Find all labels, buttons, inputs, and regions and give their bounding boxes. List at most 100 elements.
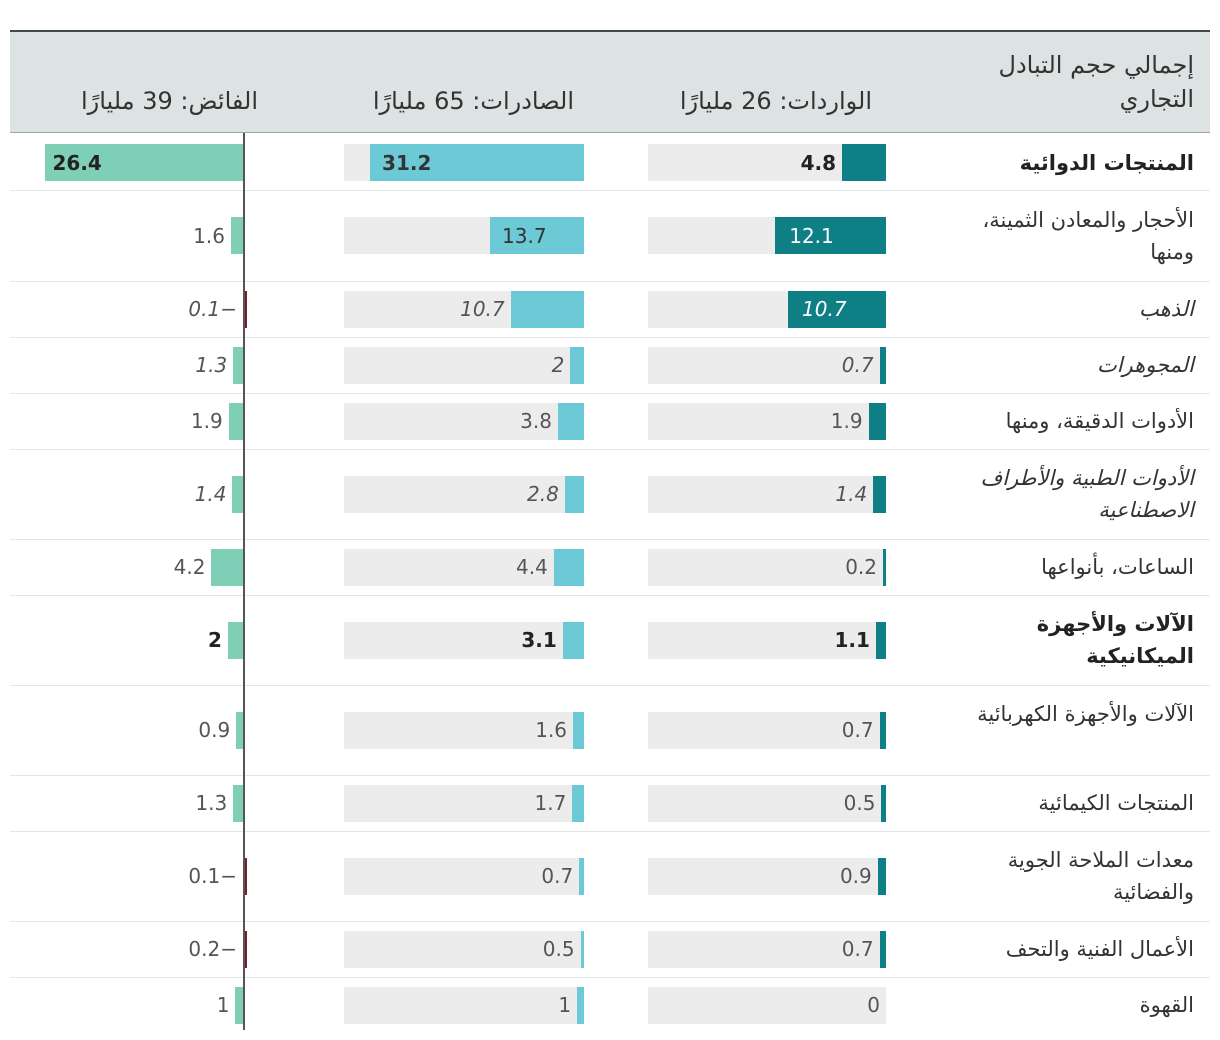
imports-track <box>648 548 886 586</box>
exports-bar <box>579 857 584 895</box>
exports-bar <box>570 346 584 384</box>
category-label: الأحجار والمعادن الثمينة، ومنها <box>982 207 1194 264</box>
imports-bar <box>879 711 886 749</box>
row-separator <box>10 775 1210 776</box>
exports-value: 0.5 <box>542 937 575 961</box>
surplus-value: 1.3 <box>195 791 228 815</box>
exports-track <box>344 475 584 513</box>
surplus-zero-axis <box>243 133 245 1030</box>
surplus-bar <box>235 986 243 1024</box>
exports-bar <box>557 402 584 440</box>
category-label: الأدوات الدقيقة، ومنها <box>1005 409 1194 433</box>
category-label: المنتجات الكيمائية <box>1038 791 1194 815</box>
category-label: المنتجات الدوائية <box>1019 150 1194 175</box>
surplus-bar <box>236 711 243 749</box>
exports-bar <box>490 217 584 254</box>
surplus-value: 1 <box>216 993 230 1017</box>
surplus-value: 0.9 <box>198 718 231 742</box>
surplus-bar <box>245 930 247 968</box>
exports-bar <box>562 621 584 659</box>
row-separator <box>10 539 1210 540</box>
exports-track <box>344 711 584 749</box>
row-separator <box>10 393 1210 394</box>
top-rule <box>10 30 1210 32</box>
exports-track <box>344 402 584 440</box>
imports-bar <box>879 930 886 968</box>
imports-value: 1.9 <box>830 409 863 433</box>
header-band <box>10 32 1210 132</box>
surplus-bar <box>245 290 247 328</box>
category-label: المجوهرات <box>1096 353 1194 377</box>
row-separator <box>10 977 1210 978</box>
surplus-value: 0.1− <box>188 864 237 888</box>
surplus-bar <box>233 346 243 384</box>
row-separator <box>10 337 1210 338</box>
imports-track <box>648 986 886 1024</box>
imports-value: 4.8 <box>800 150 837 175</box>
imports-bar <box>788 290 886 328</box>
header-exports: الصادرات: 65 مليارًا <box>372 87 574 115</box>
exports-value: 1 <box>558 993 572 1017</box>
imports-track <box>648 621 886 659</box>
surplus-bar <box>245 857 247 895</box>
imports-value: 0.2 <box>845 555 877 579</box>
imports-track <box>648 402 886 440</box>
surplus-value: 1.3 <box>195 353 228 377</box>
surplus-value: 1.9 <box>190 409 223 433</box>
exports-bar <box>564 475 584 513</box>
imports-value: 0.9 <box>839 864 872 888</box>
exports-value: 4.4 <box>516 555 548 579</box>
exports-value: 3.1 <box>521 628 557 652</box>
row-separator <box>10 921 1210 922</box>
imports-track <box>648 930 886 968</box>
imports-value: 0.5 <box>843 791 876 815</box>
exports-value: 0.7 <box>541 864 574 888</box>
header-title: إجمالي حجم التبادل التجاري <box>998 51 1194 113</box>
surplus-value: 1.6 <box>193 223 225 248</box>
surplus-value: 1.4 <box>194 482 227 506</box>
surplus-value: 2 <box>208 628 222 652</box>
exports-bar <box>573 711 584 749</box>
exports-value: 1.7 <box>534 791 567 815</box>
exports-bar <box>572 784 584 822</box>
imports-bar <box>842 144 886 181</box>
row-separator <box>10 685 1210 686</box>
surplus-bar <box>227 621 243 659</box>
imports-bar <box>875 621 886 659</box>
exports-track <box>344 784 584 822</box>
exports-value: 1.6 <box>535 718 568 742</box>
exports-value: 31.2 <box>382 150 432 175</box>
imports-bar <box>868 402 886 440</box>
imports-value: 12.1 <box>789 223 834 248</box>
exports-value: 2 <box>551 353 565 377</box>
category-label: الذهب <box>1139 297 1194 321</box>
exports-bar <box>370 144 584 181</box>
exports-value: 3.8 <box>520 409 552 433</box>
row-separator <box>10 449 1210 450</box>
exports-bar <box>580 930 584 968</box>
surplus-value: 0.2− <box>188 937 237 961</box>
exports-value: 10.7 <box>460 297 505 321</box>
imports-value: 1.4 <box>835 482 868 506</box>
imports-track <box>648 711 886 749</box>
surplus-bar <box>44 144 243 181</box>
exports-track <box>344 986 584 1024</box>
surplus-bar <box>232 475 243 513</box>
imports-value: 10.7 <box>802 297 847 321</box>
imports-value: 0 <box>867 993 880 1017</box>
row-separator <box>10 595 1210 596</box>
surplus-value: 26.4 <box>52 150 102 175</box>
imports-bar <box>873 475 886 513</box>
category-label: الآلات والأجهزة الميكانيكية <box>1036 612 1194 668</box>
imports-track <box>648 784 886 822</box>
exports-track <box>344 548 584 586</box>
exports-track <box>344 621 584 659</box>
category-label: الآلات والأجهزة الكهربائية <box>977 702 1194 726</box>
imports-bar <box>883 548 886 586</box>
imports-bar <box>877 857 886 895</box>
imports-track <box>648 857 886 895</box>
exports-track <box>344 930 584 968</box>
row-separator <box>10 831 1210 832</box>
imports-value: 0.7 <box>841 937 874 961</box>
